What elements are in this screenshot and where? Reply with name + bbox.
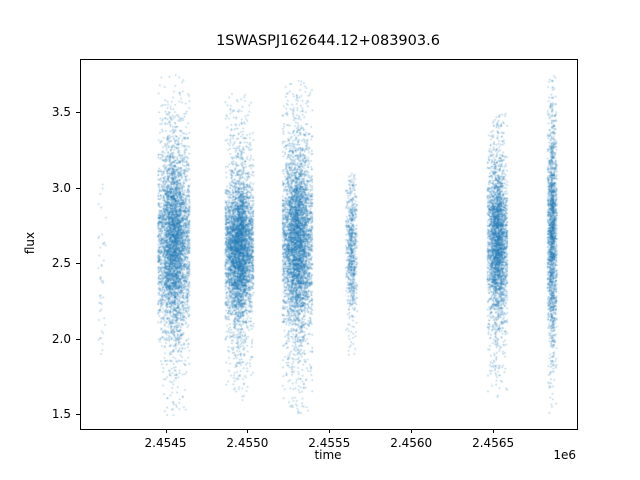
- scatter-canvas: [81, 60, 577, 429]
- y-tick-mark: [76, 111, 80, 113]
- x-tick-label: 2.4550: [226, 436, 269, 450]
- y-tick-mark: [76, 263, 80, 265]
- x-tick-label: 2.4545: [144, 436, 187, 450]
- y-tick-label: 1.5: [51, 407, 71, 422]
- y-tick-label: 3.5: [51, 104, 71, 119]
- y-tick-mark: [76, 414, 80, 416]
- y-tick-mark: [76, 338, 80, 340]
- y-tick-label: 2.0: [51, 331, 71, 346]
- y-tick-label: 3.0: [51, 180, 71, 195]
- x-tick-label: 2.4565: [472, 436, 515, 450]
- x-tick-mark: [411, 429, 413, 433]
- plot-area: [80, 59, 578, 430]
- x-tick-label: 2.4555: [308, 436, 351, 450]
- chart-title: 1SWASPJ162644.12+083903.6: [216, 33, 440, 49]
- y-tick-mark: [76, 187, 80, 189]
- x-axis-label: time: [314, 448, 342, 462]
- x-axis-offset-text: 1e6: [553, 448, 576, 462]
- x-tick-mark: [247, 429, 249, 433]
- x-tick-label: 2.4560: [390, 436, 433, 450]
- x-tick-mark: [329, 429, 331, 433]
- x-tick-mark: [493, 429, 495, 433]
- y-tick-label: 2.5: [51, 256, 71, 271]
- x-tick-mark: [165, 429, 167, 433]
- y-axis-label: flux: [23, 231, 37, 255]
